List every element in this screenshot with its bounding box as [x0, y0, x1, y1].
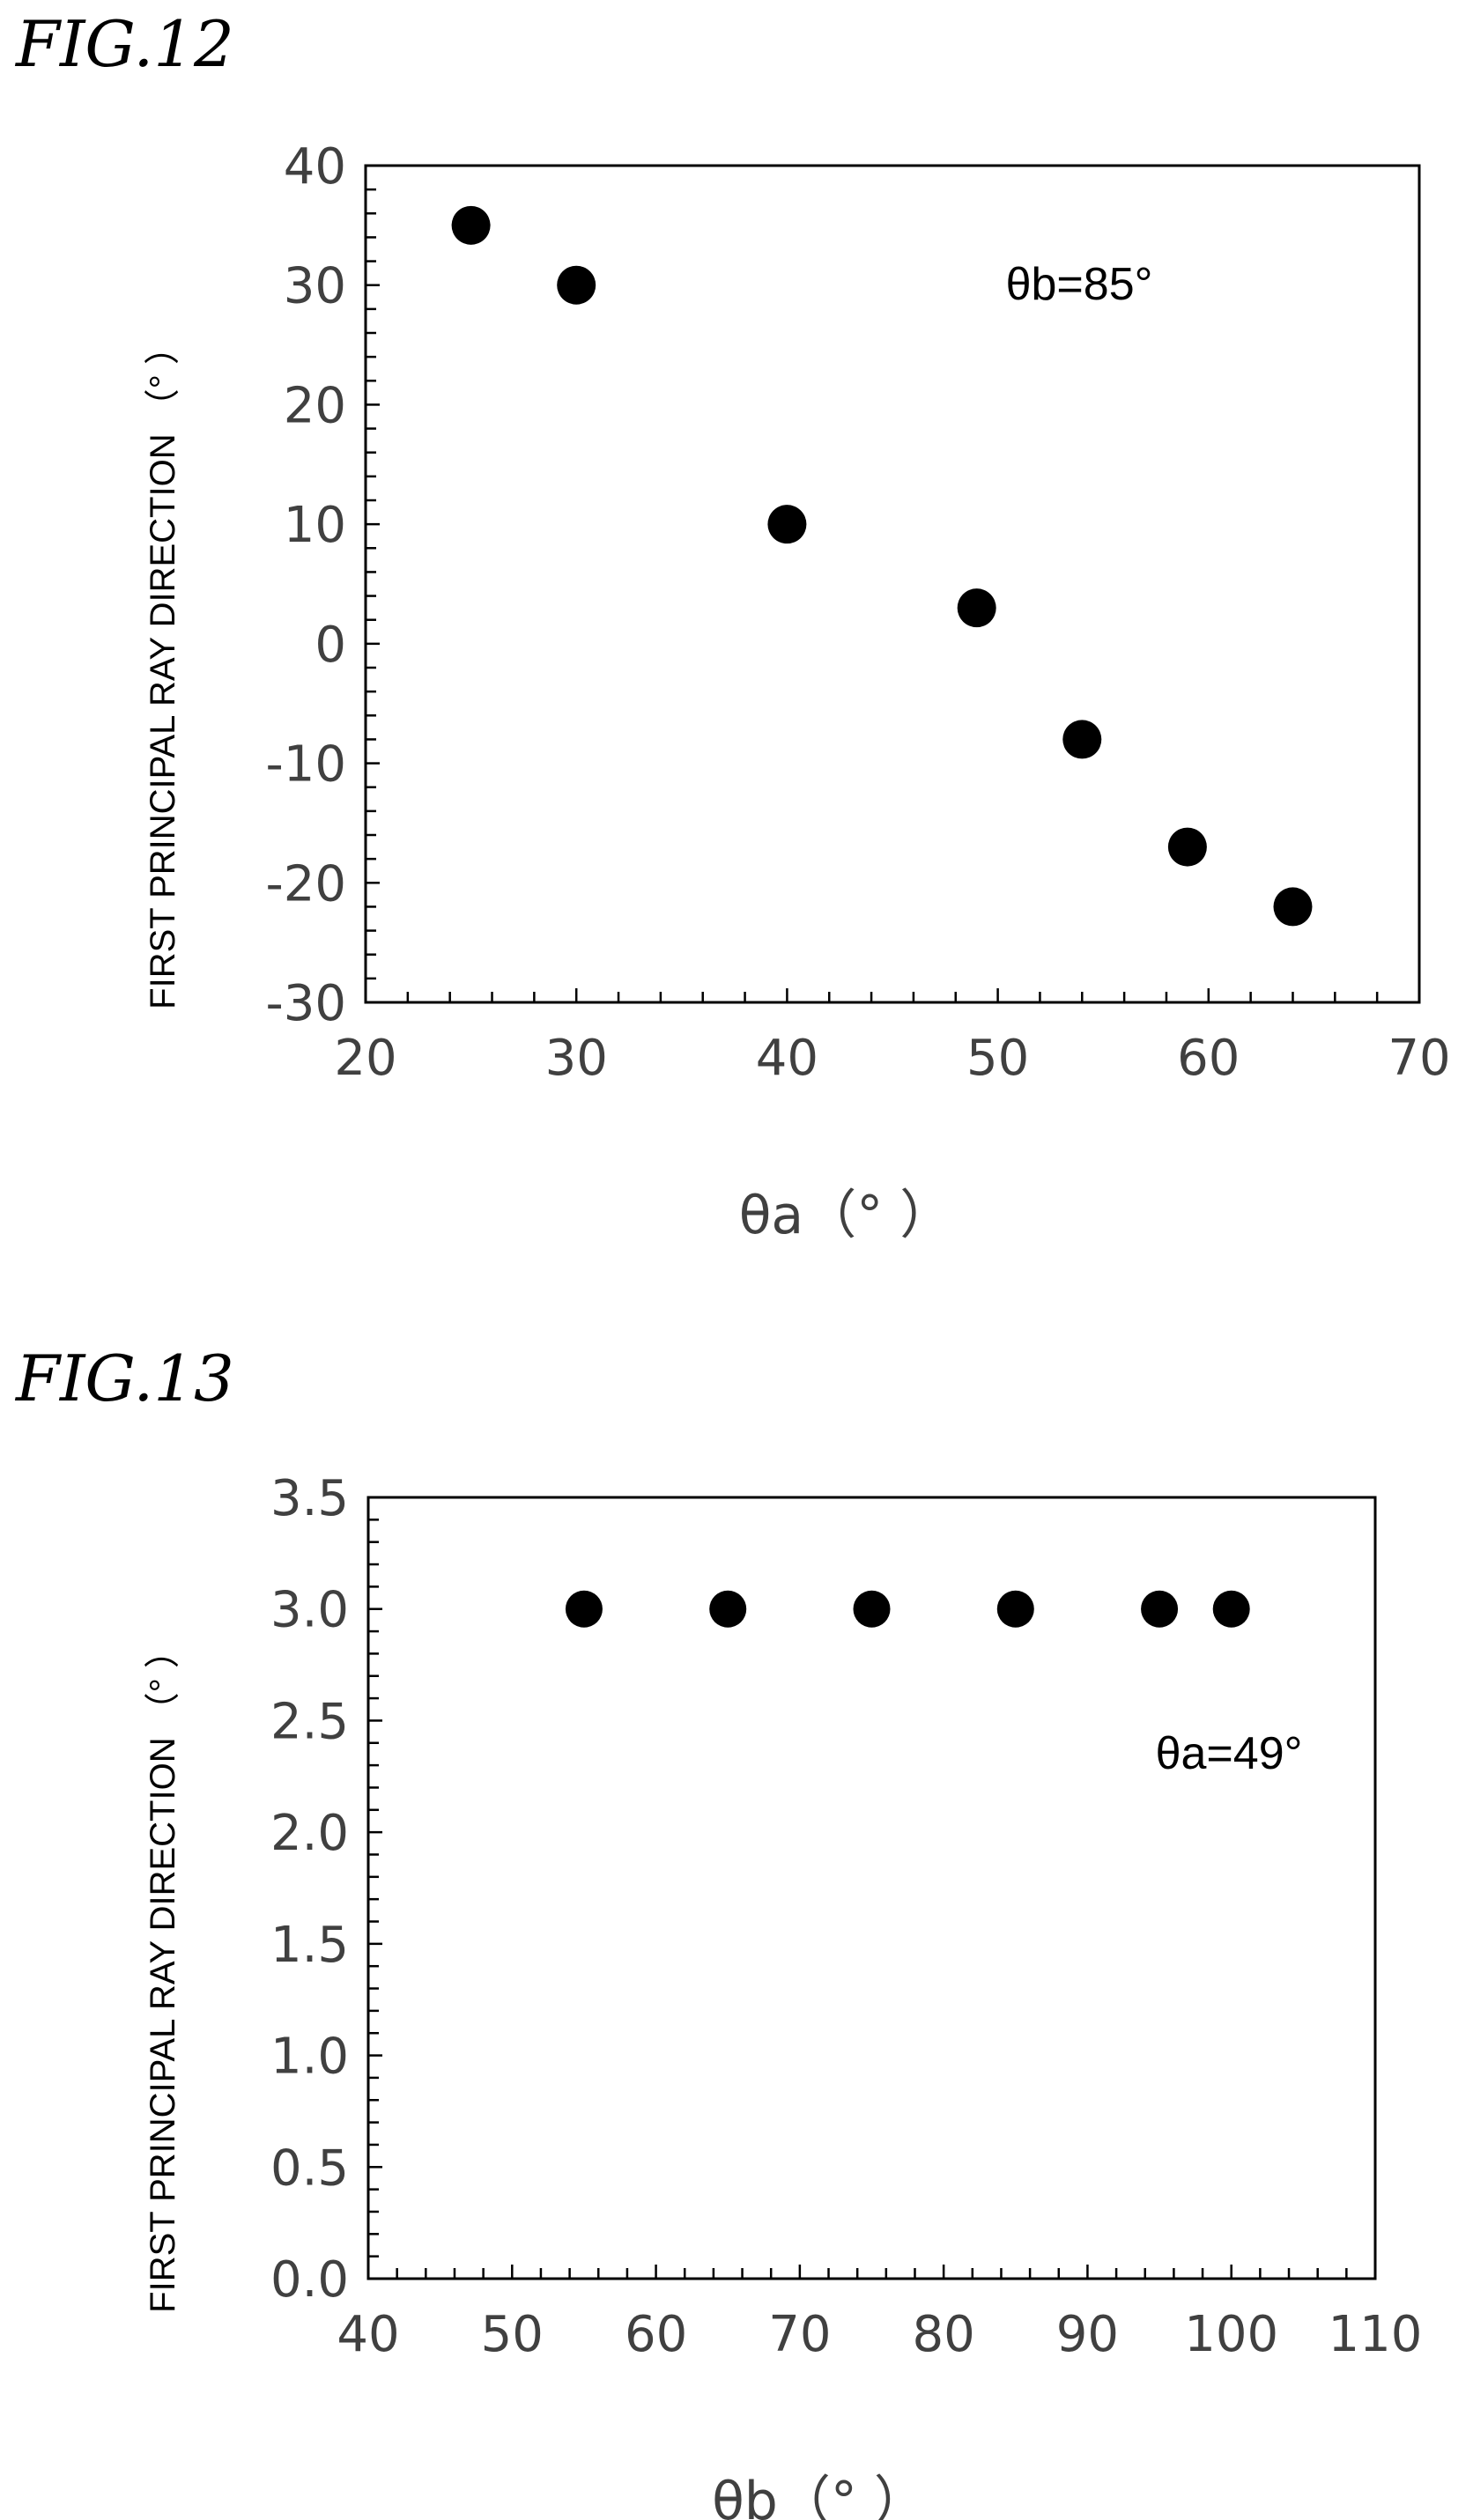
- y-tick-label: 10: [284, 497, 346, 554]
- y-tick-label: -20: [266, 855, 346, 913]
- x-tick-label: 70: [1388, 1030, 1450, 1087]
- y-tick-label: 1.5: [270, 1917, 349, 1974]
- y-tick-label: -30: [266, 975, 346, 1032]
- x-axis-title: θa（° ）: [739, 1185, 953, 1246]
- x-tick-label: 100: [1184, 2306, 1278, 2363]
- x-tick-label: 50: [966, 1030, 1029, 1087]
- data-point: [1141, 1590, 1179, 1628]
- figure-label: FIG.12: [14, 7, 234, 81]
- chart-1: FIG.12 20 30 40 50 60 70 -30 -20 -10 0 10 20 30 40 θa（°…: [14, 7, 1451, 1246]
- data-point: [451, 205, 491, 245]
- chart-2: FIG.13 40 50 60 70 80 90 100 110 0.0 0.5 1.0 1.5 2.0 2…: [14, 1341, 1422, 2520]
- data-point: [767, 505, 807, 544]
- data-point: [996, 1590, 1034, 1628]
- chart-annotation: θa=49°: [1156, 1728, 1303, 1779]
- data-point: [565, 1590, 603, 1628]
- figure-label: FIG.13: [14, 1341, 234, 1415]
- y-tick-label: 20: [284, 377, 346, 434]
- y-tick-label: 0.5: [270, 2139, 349, 2197]
- data-point: [957, 588, 996, 628]
- x-tick-label: 60: [1177, 1030, 1240, 1087]
- y-tick-label: -10: [266, 736, 346, 794]
- plot-frame: [366, 1496, 1377, 2280]
- data-point: [709, 1590, 747, 1628]
- y-tick-label: 0: [315, 617, 346, 674]
- plot-frame: [364, 164, 1421, 1004]
- x-tick-label: 40: [756, 1030, 818, 1087]
- data-point: [1273, 887, 1313, 927]
- chart-annotation: θb=85°: [1006, 259, 1153, 310]
- y-axis-title: FIRST PRINCIPAL RAY DIRECTION （° ）: [144, 329, 182, 1009]
- x-axis-title: θb（° ）: [712, 2471, 927, 2520]
- y-tick-label: 2.5: [270, 1693, 349, 1750]
- x-tick-label: 80: [913, 2306, 975, 2363]
- data-point: [1167, 827, 1207, 867]
- data-point: [1062, 720, 1102, 759]
- y-axis-title: FIRST PRINCIPAL RAY DIRECTION （° ）: [144, 1633, 182, 2313]
- x-tick-label: 50: [481, 2306, 544, 2363]
- x-tick-label: 40: [337, 2306, 399, 2363]
- y-tick-label: 30: [284, 258, 346, 315]
- x-tick-label: 20: [334, 1030, 396, 1087]
- x-tick-label: 110: [1329, 2306, 1423, 2363]
- y-tick-label: 3.5: [270, 1470, 349, 1527]
- y-tick-label: 0.0: [270, 2251, 349, 2309]
- x-tick-label: 90: [1056, 2306, 1119, 2363]
- x-tick-label: 70: [768, 2306, 831, 2363]
- data-point: [557, 265, 596, 305]
- data-point: [1212, 1590, 1250, 1628]
- x-tick-label: 30: [545, 1030, 608, 1087]
- x-tick-label: 60: [625, 2306, 687, 2363]
- y-tick-label: 2.0: [270, 1805, 349, 1862]
- y-tick-label: 1.0: [270, 2029, 349, 2086]
- y-tick-label: 3.0: [270, 1582, 349, 1639]
- y-tick-label: 40: [284, 138, 346, 196]
- data-point: [853, 1590, 891, 1628]
